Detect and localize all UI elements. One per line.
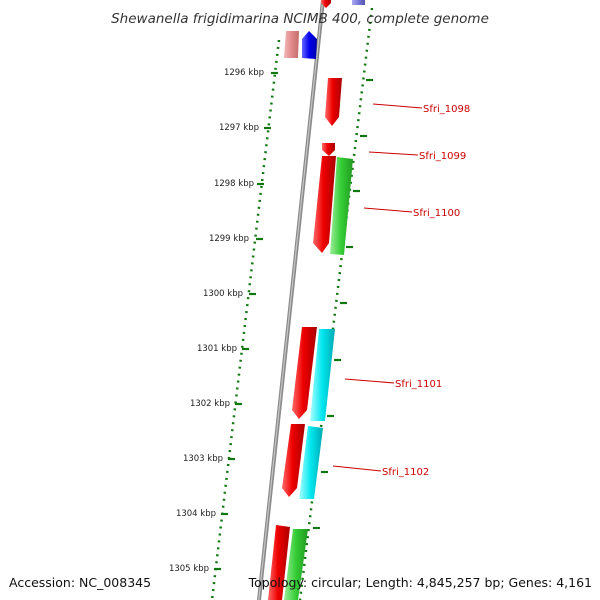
kbp-ticks-left <box>214 71 278 571</box>
gene-sfri-1102-reverse[interactable] <box>299 426 323 499</box>
gene-pale-red[interactable] <box>284 31 299 58</box>
gene-sfri-1101-forward[interactable] <box>292 327 317 419</box>
kbp-label: 1304 kbp <box>176 509 216 519</box>
kbp-label: 1296 kbp <box>224 68 264 78</box>
kbp-label: 1303 kbp <box>183 454 223 464</box>
gene-label-sfri-1100[interactable]: Sfri_1100 <box>413 208 460 219</box>
scale-ring-right <box>298 7 374 600</box>
gene-sfri-1102-forward[interactable] <box>282 424 305 497</box>
label-leader-lines <box>332 103 423 472</box>
kbp-label: 1299 kbp <box>209 234 249 244</box>
gene-bottom-forward[interactable] <box>268 525 290 600</box>
kbp-label: 1298 kbp <box>214 179 254 189</box>
gene-label-sfri-1102[interactable]: Sfri_1102 <box>382 467 429 478</box>
kbp-label: 1300 kbp <box>203 289 243 299</box>
gene-sfri-1100-reverse[interactable] <box>330 157 353 255</box>
genome-backbone <box>257 0 325 600</box>
gene-blue-reverse[interactable] <box>302 31 317 59</box>
map-title: Shewanella frigidimarina NCIMB 400, comp… <box>111 11 489 27</box>
kbp-label: 1302 kbp <box>190 399 230 409</box>
gene-label-sfri-1098[interactable]: Sfri_1098 <box>423 104 470 115</box>
accession-text: Accession: NC_008345 <box>9 575 151 590</box>
gene-sfri-1100-forward[interactable] <box>313 156 336 253</box>
scale-ring-left <box>210 39 281 600</box>
gene-label-sfri-1099[interactable]: Sfri_1099 <box>419 151 466 162</box>
genome-summary-text: Topology: circular; Length: 4,845,257 bp… <box>248 575 592 590</box>
gene-sfri-1099[interactable] <box>322 143 335 156</box>
gene-sfri-1098[interactable] <box>325 78 342 126</box>
kbp-label: 1297 kbp <box>219 123 259 133</box>
gene-label-sfri-1101[interactable]: Sfri_1101 <box>395 379 442 390</box>
kbp-label: 1301 kbp <box>197 344 237 354</box>
gene-bottom-reverse[interactable] <box>284 529 308 600</box>
gene-reverse-top[interactable] <box>352 0 365 5</box>
gene-sfri-1101-reverse[interactable] <box>310 329 335 421</box>
kbp-label: 1305 kbp <box>169 564 209 574</box>
kbp-ticks-right <box>313 78 373 530</box>
gene-forward-top[interactable] <box>321 0 331 8</box>
